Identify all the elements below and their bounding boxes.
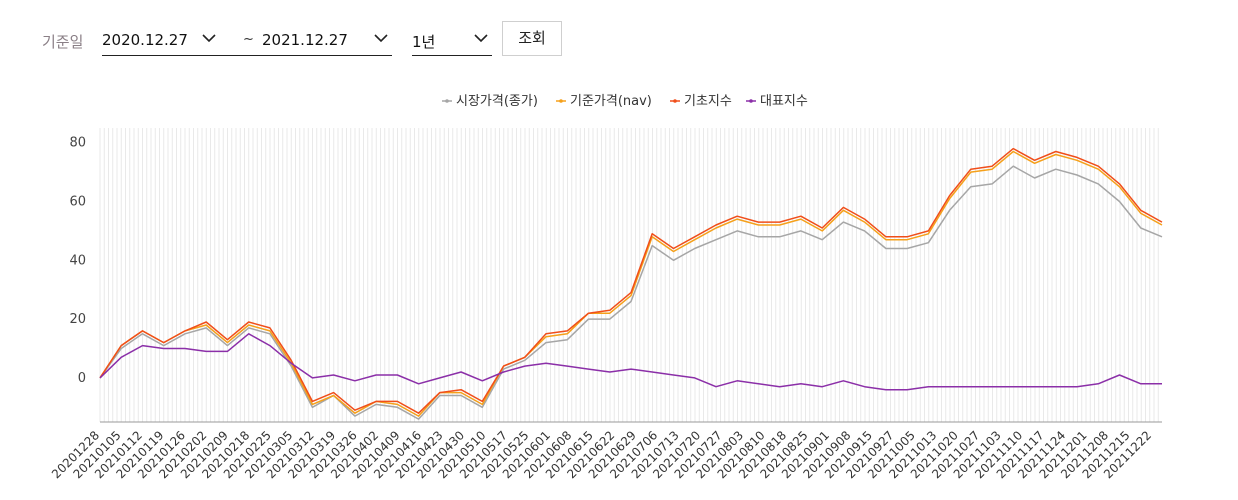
legend-marker-dot — [673, 99, 677, 103]
period-select[interactable]: 1년 — [412, 22, 492, 56]
filter-bar: 기준일 2020.12.27 ~ 2021.12.27 1년 조회 — [0, 0, 1238, 80]
end-date-select[interactable]: 2021.12.27 — [262, 22, 392, 56]
y-tick-label: 40 — [69, 253, 86, 268]
period-value: 1년 — [412, 33, 436, 51]
start-date-value: 2020.12.27 — [102, 31, 188, 49]
chart-legend: 시장가격(종가) 기준가격(nav) 기초지수 대표지수 — [442, 94, 808, 109]
legend-label[interactable]: 대표지수 — [760, 94, 808, 109]
series-line — [99, 165, 1163, 420]
legend-marker-dot — [749, 99, 753, 103]
chevron-down-icon — [374, 34, 388, 43]
series-line — [99, 333, 1162, 391]
chevron-down-icon — [202, 34, 216, 43]
y-axis: 0 20 40 60 80 — [69, 136, 86, 386]
chevron-down-icon — [474, 34, 488, 43]
base-date-label: 기준일 — [42, 33, 84, 51]
x-axis: 2020122820210105202101122021011920210126… — [49, 428, 1154, 481]
chart-grid — [99, 128, 1162, 423]
end-date-value: 2021.12.27 — [262, 31, 348, 49]
legend-label[interactable]: 시장가격(종가) — [456, 94, 538, 109]
series-line — [99, 147, 1163, 414]
chart-series — [99, 147, 1163, 420]
series-line — [99, 150, 1163, 417]
y-tick-label: 20 — [69, 312, 86, 327]
y-tick-label: 0 — [78, 371, 86, 386]
legend-marker-dot — [445, 99, 449, 103]
legend-label[interactable]: 기초지수 — [684, 94, 732, 109]
legend-label[interactable]: 기준가격(nav) — [570, 94, 652, 109]
y-tick-label: 60 — [69, 195, 86, 210]
start-date-select[interactable]: 2020.12.27 — [102, 22, 392, 56]
line-chart: 시장가격(종가) 기준가격(nav) 기초지수 대표지수 0 20 40 60 80 2020… — [49, 94, 1163, 481]
y-tick-label: 80 — [69, 136, 86, 151]
date-range-separator: ~ — [243, 32, 254, 47]
legend-marker-dot — [559, 99, 563, 103]
search-button[interactable]: 조회 — [502, 21, 562, 56]
